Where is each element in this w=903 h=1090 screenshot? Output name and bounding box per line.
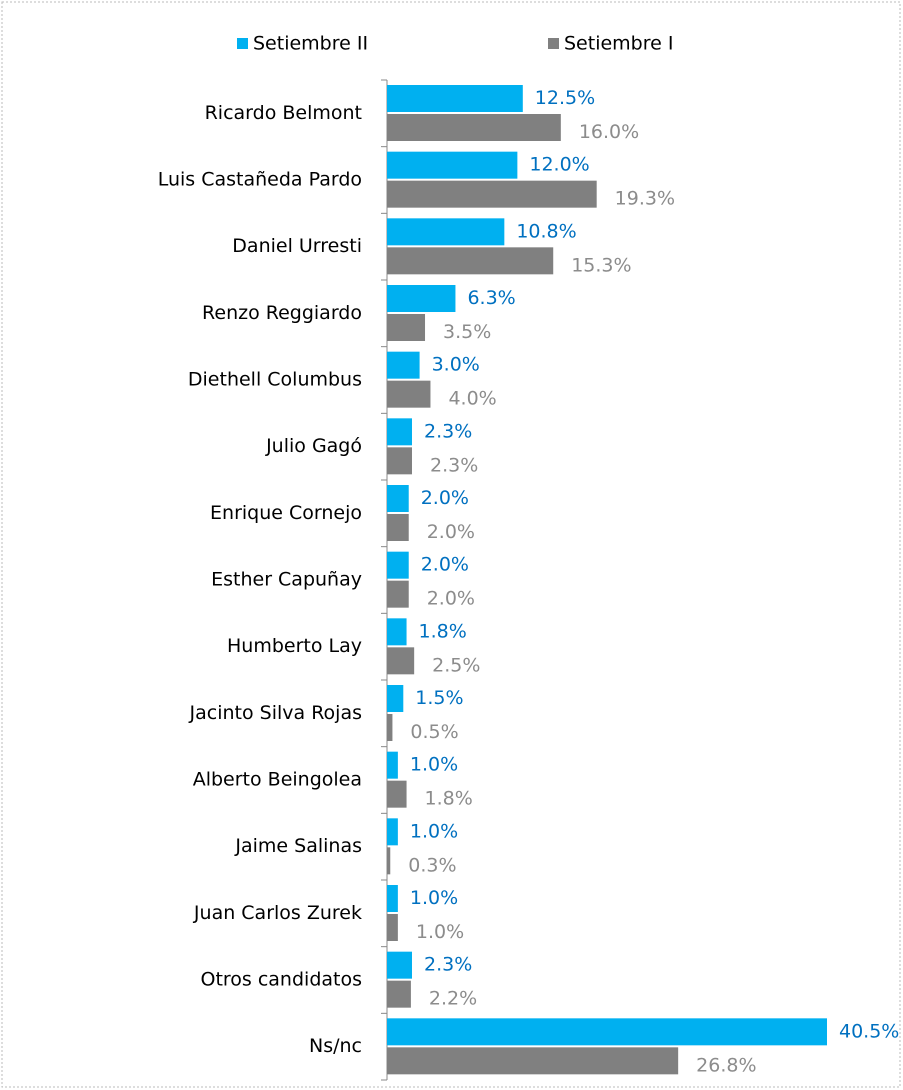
value-label: 26.8% bbox=[696, 1054, 756, 1076]
bar bbox=[387, 447, 412, 475]
category-label: Juan Carlos Zurek bbox=[193, 902, 362, 924]
value-label: 1.0% bbox=[410, 820, 458, 842]
value-label: 15.3% bbox=[571, 254, 631, 276]
value-label: 0.3% bbox=[408, 854, 456, 876]
value-label: 2.2% bbox=[429, 988, 477, 1010]
value-label: 1.8% bbox=[425, 788, 473, 810]
bar bbox=[387, 647, 415, 675]
legend-label: Setiembre II bbox=[253, 33, 368, 55]
bar bbox=[387, 847, 391, 875]
value-label: 2.0% bbox=[427, 588, 475, 610]
value-label: 2.0% bbox=[421, 487, 469, 509]
bar bbox=[387, 514, 409, 541]
category-label: Luis Castañeda Pardo bbox=[158, 169, 362, 191]
bar bbox=[387, 351, 420, 379]
value-label: 40.5% bbox=[839, 1020, 899, 1042]
bar bbox=[387, 618, 407, 646]
value-label: 2.0% bbox=[427, 521, 475, 543]
bar bbox=[387, 951, 412, 979]
bar bbox=[387, 85, 523, 112]
bar bbox=[387, 1047, 679, 1075]
value-label: 10.8% bbox=[516, 220, 576, 242]
value-label: 3.0% bbox=[432, 354, 480, 376]
bar bbox=[387, 1018, 827, 1046]
bar bbox=[387, 247, 554, 275]
category-label: Jacinto Silva Rojas bbox=[189, 702, 362, 724]
legend-label: Setiembre I bbox=[564, 33, 673, 55]
bar bbox=[387, 314, 426, 341]
bar bbox=[387, 114, 561, 141]
value-label: 0.5% bbox=[410, 721, 458, 743]
category-label: Alberto Beingolea bbox=[193, 769, 362, 791]
bar bbox=[387, 485, 409, 512]
bar bbox=[387, 551, 409, 579]
value-label: 16.0% bbox=[579, 121, 639, 143]
category-label: Daniel Urresti bbox=[232, 235, 362, 257]
value-label: 6.3% bbox=[467, 287, 515, 309]
legend-swatch bbox=[237, 38, 248, 49]
bar bbox=[387, 285, 456, 312]
category-label: Esther Capuñay bbox=[211, 569, 362, 591]
value-label: 2.3% bbox=[424, 420, 472, 442]
category-label: Ns/nc bbox=[309, 1035, 362, 1057]
value-label: 1.0% bbox=[410, 754, 458, 776]
value-label: 2.3% bbox=[430, 454, 478, 476]
value-label: 1.8% bbox=[419, 620, 467, 642]
value-label: 1.0% bbox=[410, 887, 458, 909]
category-label: Renzo Reggiardo bbox=[202, 302, 362, 324]
bar bbox=[387, 418, 412, 446]
bar bbox=[387, 180, 597, 208]
value-label: 12.5% bbox=[535, 87, 595, 109]
value-label: 12.0% bbox=[529, 154, 589, 176]
bar bbox=[387, 780, 407, 808]
bar bbox=[387, 914, 398, 941]
category-label: Enrique Cornejo bbox=[210, 502, 362, 524]
value-label: 2.5% bbox=[432, 654, 480, 676]
bar bbox=[387, 151, 518, 179]
category-label: Ricardo Belmont bbox=[205, 102, 362, 124]
value-label: 2.3% bbox=[424, 954, 472, 976]
category-label: Diethell Columbus bbox=[188, 369, 362, 391]
value-label: 19.3% bbox=[615, 188, 675, 210]
value-label: 1.0% bbox=[416, 921, 464, 943]
bar bbox=[387, 580, 409, 608]
legend-swatch bbox=[548, 38, 559, 49]
bar bbox=[387, 714, 393, 741]
bar bbox=[387, 218, 505, 246]
value-label: 2.0% bbox=[421, 554, 469, 576]
category-label: Humberto Lay bbox=[227, 635, 362, 657]
category-label: Otros candidatos bbox=[200, 969, 362, 991]
bar bbox=[387, 380, 431, 408]
category-label: Julio Gagó bbox=[265, 435, 362, 457]
value-label: 1.5% bbox=[415, 687, 463, 709]
bar bbox=[387, 818, 398, 846]
bar bbox=[387, 980, 411, 1008]
bar bbox=[387, 685, 404, 712]
bar bbox=[387, 751, 398, 779]
value-label: 3.5% bbox=[443, 321, 491, 343]
value-label: 4.0% bbox=[448, 388, 496, 410]
bar bbox=[387, 885, 398, 912]
category-label: Jaime Salinas bbox=[234, 835, 362, 857]
